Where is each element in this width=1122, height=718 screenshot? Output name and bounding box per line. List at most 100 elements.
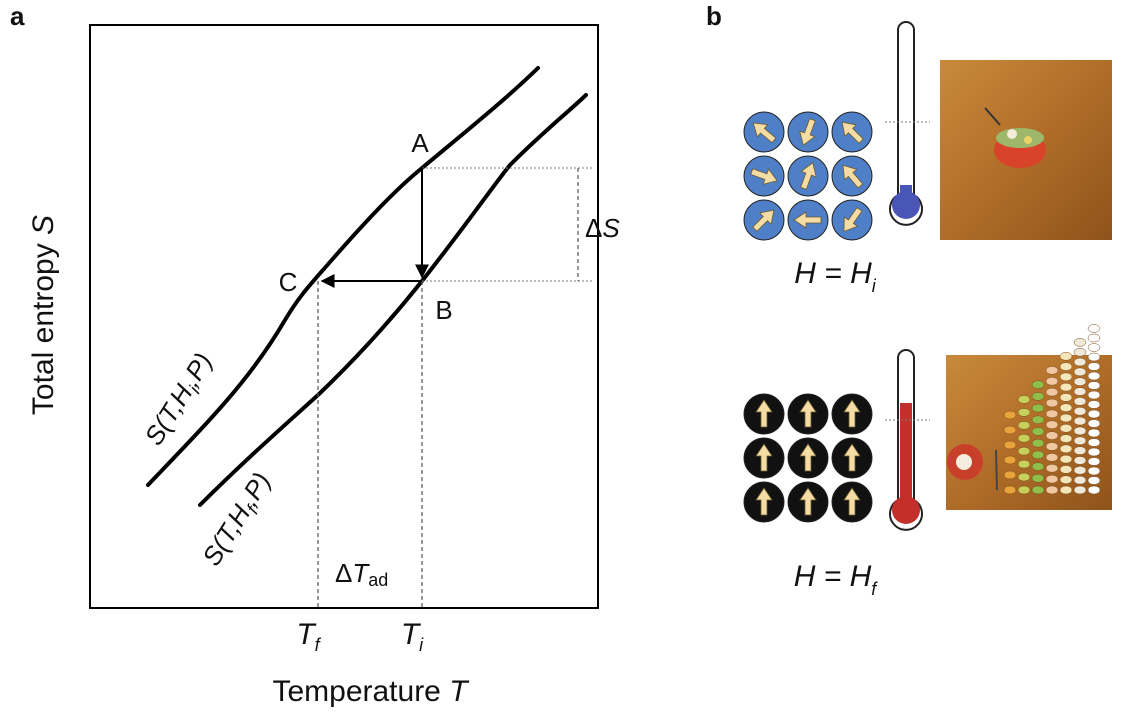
plot-frame — [90, 25, 598, 608]
ingredient-slice — [1074, 427, 1086, 435]
ingredient-slice — [1032, 416, 1044, 424]
x-axis-label: Temperature T — [272, 675, 470, 708]
ingredient-slice — [1032, 404, 1044, 412]
ingredient-slice — [1074, 486, 1086, 494]
curve-hi — [148, 68, 538, 485]
spin-grids — [744, 112, 872, 522]
ingredient-slice — [1074, 358, 1086, 366]
ingredient-slice — [1018, 486, 1030, 494]
ingredient-slice — [1060, 383, 1072, 391]
ingredient-slice — [1060, 435, 1072, 443]
point-label: A — [411, 128, 429, 158]
ingredient-slice — [1088, 439, 1100, 447]
ingredient-slice — [1074, 466, 1086, 474]
ingredient-slice — [1088, 458, 1100, 466]
ingredient-slice — [1032, 428, 1044, 436]
ingredient-slice — [1060, 476, 1072, 484]
ingredient-slice — [1074, 348, 1086, 356]
ingredient-slice — [1088, 391, 1100, 399]
ingredient-slice — [1060, 363, 1072, 371]
ingredient-slice — [1088, 334, 1100, 342]
ingredient-slice — [1032, 451, 1044, 459]
ingredient-slice — [1074, 368, 1086, 376]
photo-salad-bowl — [940, 60, 1112, 240]
field-label: H = Hf — [794, 560, 879, 599]
ingredient-slice — [1088, 477, 1100, 485]
ingredient-slice — [1088, 325, 1100, 333]
ingredient-slice — [1046, 421, 1058, 429]
ingredient-slice — [1074, 407, 1086, 415]
ingredient-slice — [1074, 447, 1086, 455]
ingredient-slice — [1046, 366, 1058, 374]
ingredient-slice — [1088, 448, 1100, 456]
ingredient-slice — [1004, 471, 1016, 479]
ingredient-slice — [1032, 381, 1044, 389]
ingredient-slice — [1032, 474, 1044, 482]
ingredient-slice — [1088, 353, 1100, 361]
ingredient-slice — [1060, 486, 1072, 494]
ingredient-slice — [1060, 445, 1072, 453]
ingredient-slice — [1074, 388, 1086, 396]
ingredient-slice — [1074, 378, 1086, 386]
ingredient-slice — [1088, 344, 1100, 352]
curve-hf — [200, 95, 586, 505]
ingredient-slice — [1060, 414, 1072, 422]
ingredient-slice — [1018, 460, 1030, 468]
ingredient-slice — [1046, 486, 1058, 494]
ingredient-slice — [1074, 456, 1086, 464]
ingredient-slice — [1018, 421, 1030, 429]
ingredient-slice — [1032, 486, 1044, 494]
ingredient-slice — [1046, 410, 1058, 418]
curve-label: S(T,Hf,P) — [196, 467, 280, 573]
ingredient-slice — [1004, 486, 1016, 494]
ingredient-slice — [1018, 408, 1030, 416]
field-label: H = Hi — [794, 257, 877, 296]
ingredient-slice — [1088, 382, 1100, 390]
ingredient-slice — [1046, 388, 1058, 396]
ingredient-slice — [1046, 443, 1058, 451]
ingredient-slice — [1074, 417, 1086, 425]
ingredient-slice — [1088, 486, 1100, 494]
ingredient-slice — [1074, 397, 1086, 405]
ingredient-slice — [1018, 473, 1030, 481]
ingredient-slice — [1018, 447, 1030, 455]
ingredient-slice — [1088, 467, 1100, 475]
delta-t-label: ΔTad — [335, 558, 388, 590]
delta-s-label: ΔS — [585, 213, 620, 243]
ingredient-slice — [1046, 475, 1058, 483]
tick-label: Ti — [401, 618, 424, 655]
ingredient-slice — [1046, 399, 1058, 407]
ingredient-slice — [1018, 395, 1030, 403]
ingredient-slice — [1060, 404, 1072, 412]
ingredient-slice — [1060, 393, 1072, 401]
ingredient-slice — [1032, 463, 1044, 471]
photo-sorted-ingredients — [946, 325, 1112, 511]
ingredient-slice — [1046, 377, 1058, 385]
ingredient-slice — [1088, 363, 1100, 371]
point-label: B — [435, 295, 452, 325]
ingredient-slice — [1004, 456, 1016, 464]
point-label: C — [279, 267, 298, 297]
ingredient-slice — [1060, 352, 1072, 360]
ingredient-slice — [1004, 426, 1016, 434]
thermometer-hot — [885, 350, 930, 530]
figure: a A B C ΔS ΔTad Tf Ti Temperature T Tota… — [0, 0, 1122, 718]
ingredient-slice — [1032, 439, 1044, 447]
ingredient-slice — [1060, 455, 1072, 463]
ingredient-slice — [1032, 392, 1044, 400]
ingredient-slice — [1046, 453, 1058, 461]
ingredient-slice — [1088, 410, 1100, 418]
ingredient-slice — [1074, 338, 1086, 346]
ingredient-slice — [1004, 441, 1016, 449]
ingredient-slice — [1060, 373, 1072, 381]
ingredient-slice — [1074, 437, 1086, 445]
ingredient-slice — [1004, 411, 1016, 419]
ingredient-slice — [1046, 464, 1058, 472]
y-axis-label: Total entropy S — [27, 215, 60, 415]
panel-label: b — [706, 1, 722, 31]
ingredient-slice — [1060, 465, 1072, 473]
ingredient-slice — [1018, 434, 1030, 442]
ingredient-slice — [1074, 476, 1086, 484]
ingredient-slice — [1088, 420, 1100, 428]
ingredient-slice — [1088, 372, 1100, 380]
